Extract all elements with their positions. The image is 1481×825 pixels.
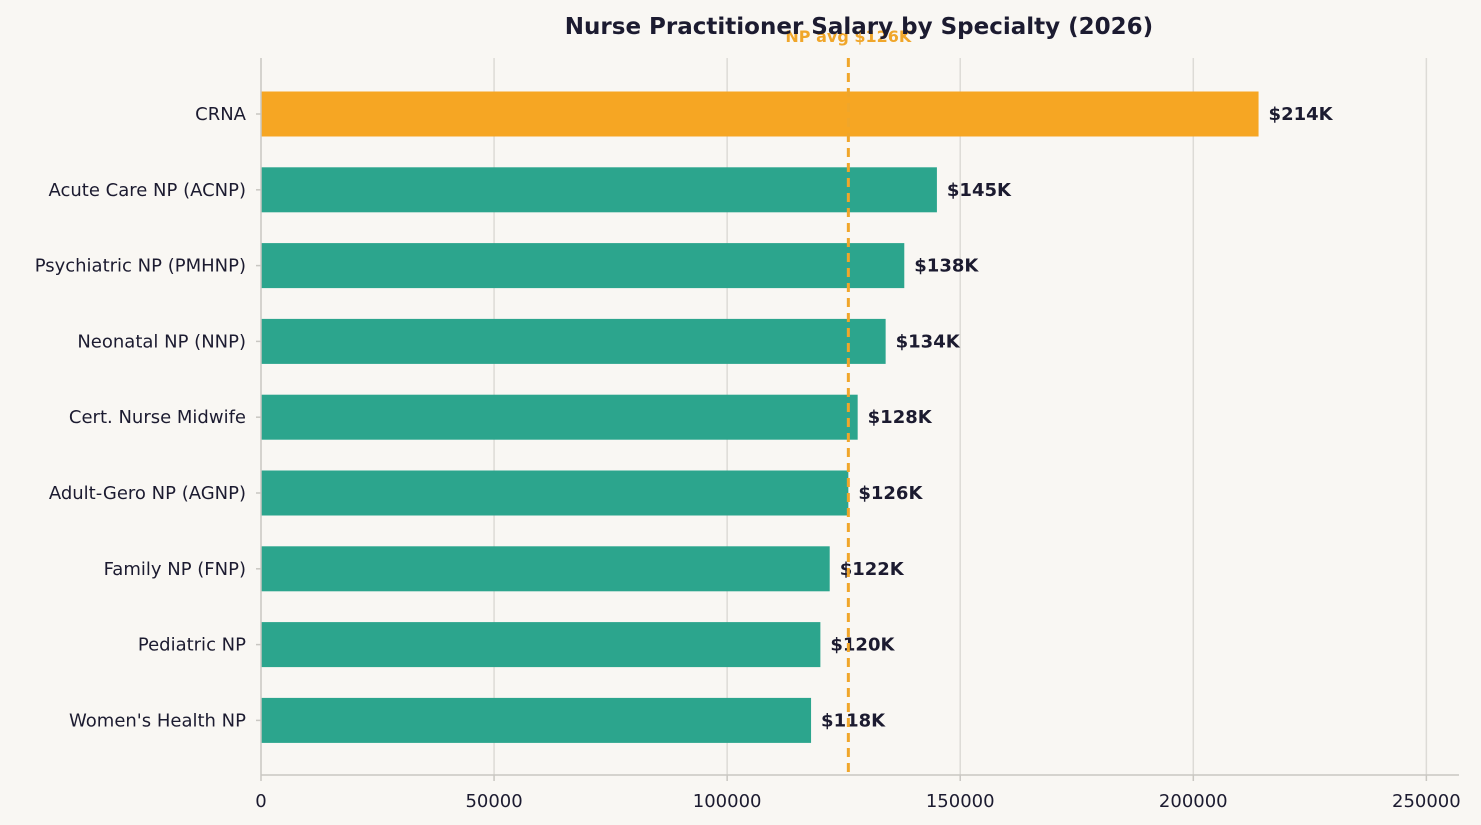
category-label-5: Adult-Gero NP (AGNP) [49,483,246,504]
category-label-3: Neonatal NP (NNP) [77,331,246,352]
bar-2 [261,243,905,289]
value-label-7: $120K [830,635,895,656]
bar-3 [261,318,886,364]
category-label-0: CRNA [195,104,247,125]
value-label-3: $134K [896,331,961,352]
value-label-2: $138K [914,256,979,277]
value-label-5: $126K [858,483,923,504]
reference-line-label: NP avg $126K [785,27,911,46]
bar-0 [261,91,1259,137]
x-tick-label-0: 0 [255,791,266,812]
bar-1 [261,167,937,213]
bar-6 [261,546,830,592]
category-label-4: Cert. Nurse Midwife [69,407,246,428]
category-label-1: Acute Care NP (ACNP) [48,180,246,201]
bar-4 [261,394,858,440]
x-tick-label-1: 50000 [465,791,522,812]
category-label-2: Psychiatric NP (PMHNP) [35,256,246,277]
value-label-6: $122K [840,559,905,580]
category-label-6: Family NP (FNP) [104,559,246,580]
x-tick-label-5: 250000 [1392,791,1461,812]
bar-8 [261,697,812,743]
bar-7 [261,622,821,668]
x-tick-label-4: 200000 [1159,791,1228,812]
x-tick-label-2: 100000 [693,791,762,812]
x-tick-label-3: 150000 [926,791,995,812]
value-label-4: $128K [868,407,933,428]
category-label-8: Women's Health NP [69,710,246,731]
category-label-7: Pediatric NP [138,635,246,656]
bar-5 [261,470,849,516]
chart-title: Nurse Practitioner Salary by Specialty (… [565,14,1153,40]
reference-line-group: NP avg $126K [785,27,912,775]
value-label-0: $214K [1269,104,1334,125]
axes: CRNA Acute Care NP (ACNP) Psychiatric NP (… [35,58,1461,812]
value-label-1: $145K [947,180,1012,201]
bars: $214K $145K $138K $134K $128K $126K $122K $120K… [261,91,1334,743]
value-label-8: $118K [821,710,886,731]
